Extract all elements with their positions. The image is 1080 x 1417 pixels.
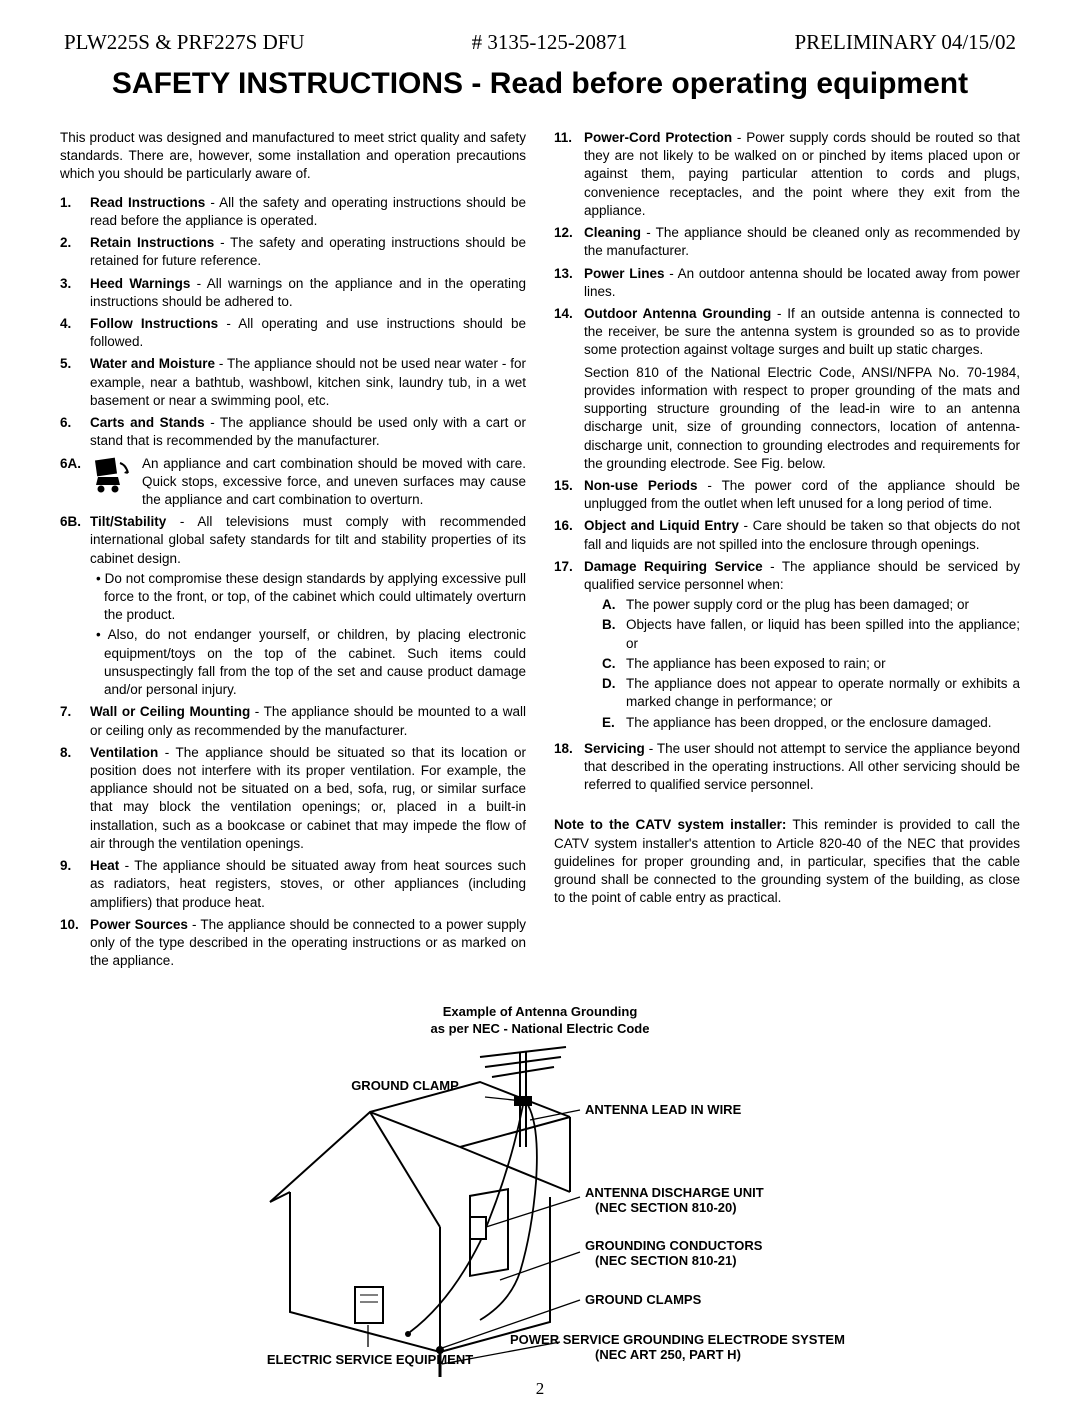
sub-alpha-item: C.The appliance has been exposed to rain…	[602, 655, 1020, 673]
instruction-item: 7.Wall or Ceiling Mounting - The applian…	[60, 703, 526, 739]
item-title: Outdoor Antenna Grounding	[584, 306, 771, 321]
instruction-6b: 6B. Tilt/Stability - All televisions mus…	[60, 513, 526, 699]
item-number: 7.	[60, 703, 90, 739]
item-title: Cleaning	[584, 225, 641, 240]
item-number: 10.	[60, 916, 90, 971]
item-title: Object and Liquid Entry	[584, 518, 739, 533]
item-title: Power Lines	[584, 266, 664, 281]
item-title: Wall or Ceiling Mounting	[90, 704, 250, 719]
item-number: 3.	[60, 275, 90, 311]
instruction-item: 12.Cleaning - The appliance should be cl…	[554, 224, 1020, 260]
instruction-item: 13.Power Lines - An outdoor antenna shou…	[554, 265, 1020, 301]
item-title: Servicing	[584, 741, 645, 756]
item-6a-text: An appliance and cart combination should…	[142, 455, 526, 510]
instruction-item: 8.Ventilation - The appliance should be …	[60, 744, 526, 853]
instruction-item: 3.Heed Warnings - All warnings on the ap…	[60, 275, 526, 311]
content-columns: This product was designed and manufactur…	[60, 129, 1020, 974]
left-column: This product was designed and manufactur…	[60, 129, 526, 974]
instruction-list-right: 11.Power-Cord Protection - Power supply …	[554, 129, 1020, 794]
instruction-item: 4.Follow Instructions - All operating an…	[60, 315, 526, 351]
bullet: Do not compromise these design standards…	[90, 570, 526, 625]
item-body: - The appliance should be situated so th…	[90, 745, 526, 851]
item-number: 2.	[60, 234, 90, 270]
svg-text:(NEC ART 250, PART H): (NEC ART 250, PART H)	[595, 1347, 741, 1362]
item-title: Water and Moisture	[90, 356, 215, 371]
instruction-item: 11.Power-Cord Protection - Power supply …	[554, 129, 1020, 220]
item-body: - The appliance should be cleaned only a…	[584, 225, 1020, 258]
instruction-item: 2.Retain Instructions - The safety and o…	[60, 234, 526, 270]
item-number: 18.	[554, 740, 584, 795]
page-number: 2	[0, 1379, 1080, 1399]
item-title: Ventilation	[90, 745, 158, 760]
item-number: 15.	[554, 477, 584, 513]
diagram-svg: GROUND CLAMP ANTENNA LEAD IN WIRE ANTENN…	[180, 1042, 900, 1392]
sub-alpha-list: A.The power supply cord or the plug has …	[584, 596, 1020, 732]
intro-text: This product was designed and manufactur…	[60, 129, 526, 184]
instruction-6a: 6A. An appliance and cart combination sh…	[60, 455, 526, 510]
catv-note: Note to the CATV system installer: This …	[554, 816, 1020, 907]
item-extra: Section 810 of the National Electric Cod…	[584, 364, 1020, 473]
item-number: 13.	[554, 265, 584, 301]
instruction-item: 9.Heat - The appliance should be situate…	[60, 857, 526, 912]
item-number: 6A.	[60, 455, 90, 510]
item-number: 17.	[554, 558, 584, 736]
item-title: Heat	[90, 858, 119, 873]
item-number: 9.	[60, 857, 90, 912]
svg-text:(NEC SECTION 810-20): (NEC SECTION 810-20)	[595, 1200, 737, 1215]
sub-alpha-item: A.The power supply cord or the plug has …	[602, 596, 1020, 614]
item-number: 1.	[60, 194, 90, 230]
item-number: 12.	[554, 224, 584, 260]
svg-text:ANTENNA LEAD IN WIRE: ANTENNA LEAD IN WIRE	[585, 1102, 742, 1117]
svg-text:ELECTRIC SERVICE EQUIPMENT: ELECTRIC SERVICE EQUIPMENT	[267, 1352, 473, 1367]
instruction-list-left-2: 7.Wall or Ceiling Mounting - The applian…	[60, 703, 526, 970]
bullet: Also, do not endanger yourself, or child…	[90, 626, 526, 699]
sub-alpha-item: B.Objects have fallen, or liquid has bee…	[602, 616, 1020, 652]
instruction-list-left: 1.Read Instructions - All the safety and…	[60, 194, 526, 451]
item-number: 6B.	[60, 513, 90, 699]
sub-alpha-item: E.The appliance has been dropped, or the…	[602, 714, 1020, 732]
item-title: Follow Instructions	[90, 316, 218, 331]
instruction-item: 1.Read Instructions - All the safety and…	[60, 194, 526, 230]
item-title: Damage Requiring Service	[584, 559, 763, 574]
item-number: 16.	[554, 517, 584, 553]
instruction-item: 16.Object and Liquid Entry - Care should…	[554, 517, 1020, 553]
item-body: - The user should not attempt to service…	[584, 741, 1020, 792]
item-number: 14.	[554, 305, 584, 473]
instruction-item: 15.Non-use Periods - The power cord of t…	[554, 477, 1020, 513]
item-number: 6.	[60, 414, 90, 450]
item-title: Power-Cord Protection	[584, 130, 732, 145]
svg-text:(NEC SECTION 810-21): (NEC SECTION 810-21)	[595, 1253, 737, 1268]
item-title: Retain Instructions	[90, 235, 214, 250]
item-body: - The appliance should be situated away …	[90, 858, 526, 909]
sub-alpha-item: D.The appliance does not appear to opera…	[602, 675, 1020, 711]
svg-text:GROUNDING CONDUCTORS: GROUNDING CONDUCTORS	[585, 1238, 763, 1253]
instruction-item: 18.Servicing - The user should not attem…	[554, 740, 1020, 795]
instruction-item: 17.Damage Requiring Service - The applia…	[554, 558, 1020, 736]
instruction-item: 6.Carts and Stands - The appliance shoul…	[60, 414, 526, 450]
svg-text:GROUND CLAMPS: GROUND CLAMPS	[585, 1292, 702, 1307]
item-title: Carts and Stands	[90, 415, 205, 430]
header-center: # 3135-125-20871	[472, 30, 628, 55]
document-header: PLW225S & PRF227S DFU # 3135-125-20871 P…	[60, 30, 1020, 55]
item-number: 5.	[60, 355, 90, 410]
item-title: Power Sources	[90, 917, 188, 932]
instruction-item: 5.Water and Moisture - The appliance sho…	[60, 355, 526, 410]
item-number: 8.	[60, 744, 90, 853]
svg-text:ANTENNA DISCHARGE UNIT: ANTENNA DISCHARGE UNIT	[585, 1185, 764, 1200]
svg-text:POWER SERVICE GROUNDING ELECTR: POWER SERVICE GROUNDING ELECTRODE SYSTEM	[510, 1332, 845, 1347]
item-title: Heed Warnings	[90, 276, 190, 291]
header-right: PRELIMINARY 04/15/02	[795, 30, 1016, 55]
item-number: 4.	[60, 315, 90, 351]
grounding-diagram: Example of Antenna Grounding as per NEC …	[60, 1004, 1020, 1397]
header-left: PLW225S & PRF227S DFU	[64, 30, 305, 55]
cart-tip-icon	[90, 455, 134, 499]
item-title: Non-use Periods	[584, 478, 697, 493]
instruction-item: 10.Power Sources - The appliance should …	[60, 916, 526, 971]
right-column: 11.Power-Cord Protection - Power supply …	[554, 129, 1020, 974]
page-title: SAFETY INSTRUCTIONS - Read before operat…	[60, 67, 1020, 101]
svg-text:GROUND CLAMP: GROUND CLAMP	[351, 1078, 459, 1093]
instruction-item: 14.Outdoor Antenna Grounding - If an out…	[554, 305, 1020, 473]
item-title: Read Instructions	[90, 195, 205, 210]
item-number: 11.	[554, 129, 584, 220]
